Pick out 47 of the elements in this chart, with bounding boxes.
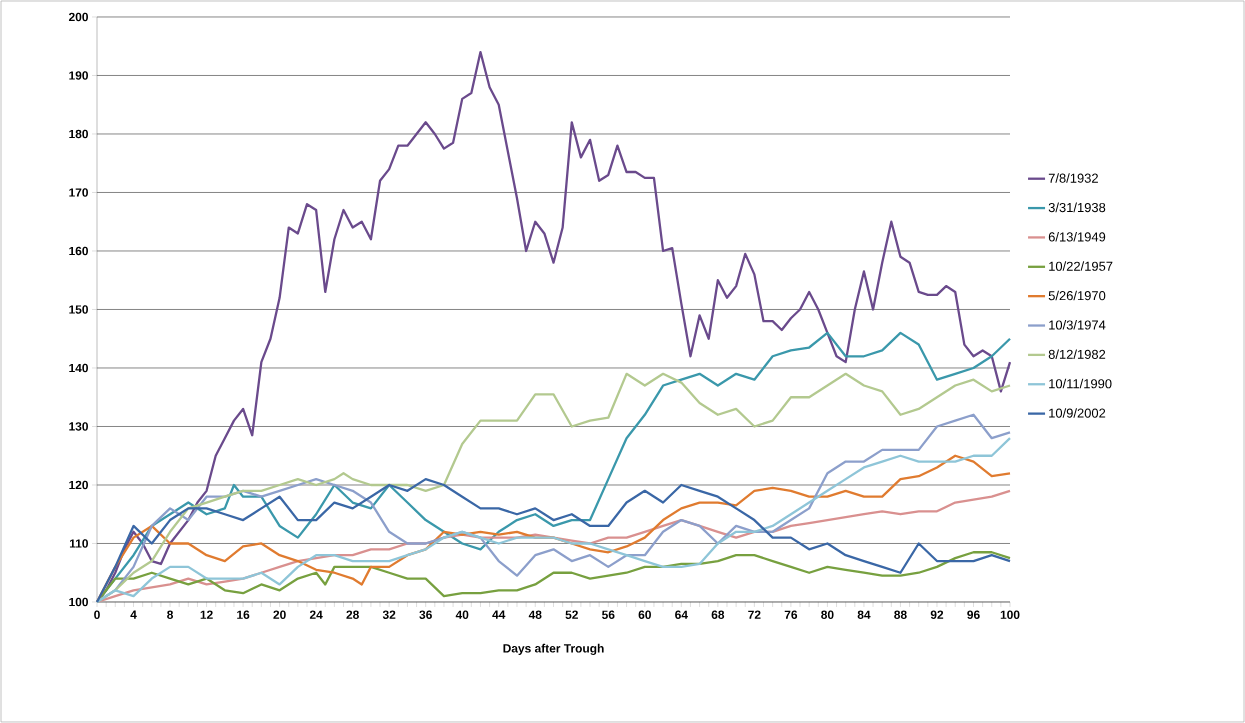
x-tick-label: 80 [821,610,834,619]
x-tick-label: 28 [346,610,359,619]
legend-label: 10/9/2002 [1049,408,1106,418]
x-tick-label: 16 [237,610,250,619]
y-tick-label: 200 [68,12,88,22]
x-tick-label: 36 [419,610,432,619]
x-tick-label: 0 [94,610,100,619]
x-tick-label: 8 [167,610,174,619]
x-tick-label: 88 [894,610,907,619]
y-tick-label: 110 [69,539,88,548]
legend-label: 5/26/1970 [1048,290,1106,301]
x-tick-label: 32 [382,610,396,619]
legend-label: 10/22/1957 [1049,261,1113,271]
x-tick-label: 40 [455,610,469,619]
y-tick-label: 120 [69,480,88,490]
x-tick-label: 92 [930,610,944,619]
x-tick-label: 60 [638,610,651,619]
x-tick-label: 48 [528,610,542,619]
legend-label: 10/3/1974 [1049,320,1106,330]
legend-label: 3/31/1938 [1048,202,1106,213]
y-tick-label: 150 [69,305,88,314]
legend-label: 7/8/1932 [1048,173,1098,183]
x-tick-label: 20 [273,610,286,619]
y-tick-label: 180 [69,129,88,139]
y-tick-label: 140 [69,363,88,373]
y-tick-label: 160 [69,246,88,256]
y-tick-label: 100 [69,597,88,607]
y-tick-label: 190 [69,71,88,80]
x-tick-label: 100 [1000,610,1020,619]
x-tick-label: 52 [565,610,578,619]
x-tick-label: 56 [602,610,615,619]
y-tick-label: 170 [69,188,88,197]
legend-label: 6/13/1949 [1048,231,1106,242]
x-tick-label: 44 [492,610,506,619]
legend-label: 10/11/1990 [1049,378,1112,389]
x-tick-label: 4 [130,610,137,619]
x-axis-title: Days after Trough [503,643,604,656]
x-tick-label: 84 [857,610,871,619]
y-tick-label: 130 [69,422,88,431]
x-tick-label: 68 [711,610,725,619]
x-tick-label: 72 [748,610,761,619]
x-tick-label: 24 [309,610,323,619]
legend-label: 8/12/1982 [1048,349,1106,359]
x-tick-label: 76 [784,610,798,619]
x-tick-label: 96 [967,610,980,619]
x-tick-label: 12 [200,610,213,619]
x-tick-label: 64 [675,610,688,619]
